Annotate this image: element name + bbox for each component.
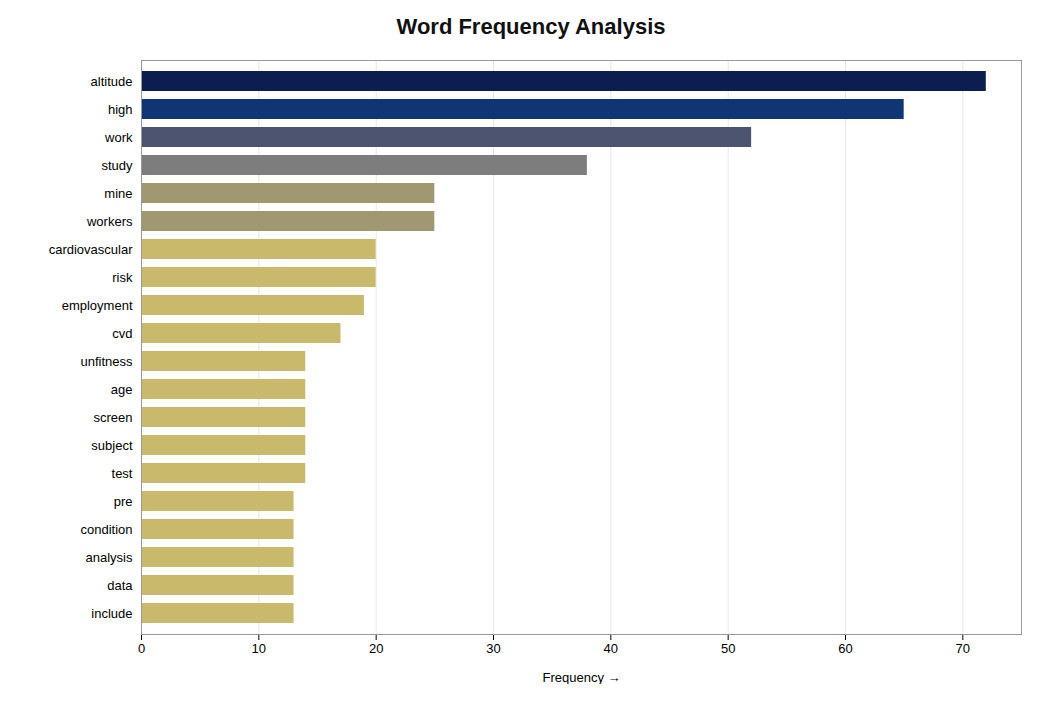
svg-text:study: study (101, 158, 133, 173)
svg-text:70: 70 (956, 641, 970, 656)
svg-text:cvd: cvd (112, 326, 132, 341)
svg-text:workers: workers (86, 214, 133, 229)
svg-text:40: 40 (604, 641, 618, 656)
svg-text:Frequency →: Frequency → (542, 670, 620, 685)
svg-text:high: high (108, 102, 133, 117)
svg-text:condition: condition (80, 522, 132, 537)
svg-text:60: 60 (838, 641, 852, 656)
svg-text:20: 20 (369, 641, 383, 656)
svg-text:10: 10 (252, 641, 266, 656)
svg-text:data: data (107, 578, 133, 593)
svg-text:0: 0 (138, 641, 145, 656)
svg-text:altitude: altitude (91, 74, 133, 89)
svg-text:analysis: analysis (86, 550, 133, 565)
svg-text:unfitness: unfitness (80, 354, 133, 369)
svg-text:screen: screen (93, 410, 132, 425)
svg-text:50: 50 (721, 641, 735, 656)
svg-text:age: age (111, 382, 133, 397)
svg-text:test: test (112, 466, 133, 481)
svg-text:mine: mine (104, 186, 132, 201)
svg-text:risk: risk (112, 270, 133, 285)
svg-text:cardiovascular: cardiovascular (49, 242, 133, 257)
svg-text:include: include (91, 606, 132, 621)
svg-text:30: 30 (486, 641, 500, 656)
svg-text:work: work (104, 130, 133, 145)
html-text:Word Frequency Analysis: Word Frequency Analysis (396, 14, 666, 39)
svg-text:pre: pre (114, 494, 133, 509)
svg-text:employment: employment (62, 298, 133, 313)
svg-text:subject: subject (91, 438, 133, 453)
